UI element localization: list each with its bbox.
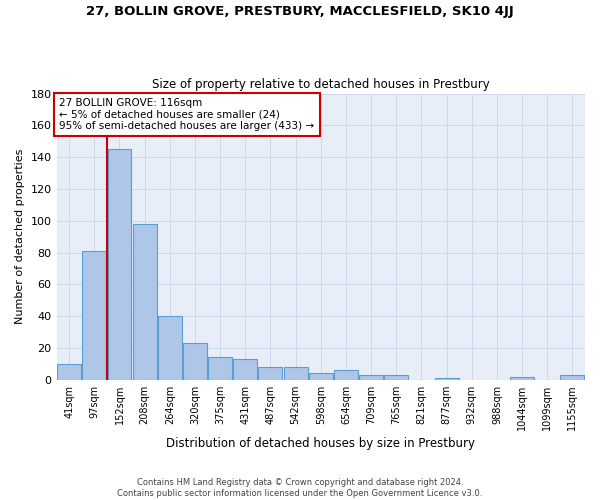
Bar — [309, 374, 333, 380]
Bar — [359, 375, 383, 380]
Title: Size of property relative to detached houses in Prestbury: Size of property relative to detached ho… — [152, 78, 490, 91]
Bar — [82, 251, 106, 380]
Y-axis label: Number of detached properties: Number of detached properties — [15, 149, 25, 324]
Bar — [158, 316, 182, 380]
Bar — [57, 364, 81, 380]
Text: 27 BOLLIN GROVE: 116sqm
← 5% of detached houses are smaller (24)
95% of semi-det: 27 BOLLIN GROVE: 116sqm ← 5% of detached… — [59, 98, 314, 131]
X-axis label: Distribution of detached houses by size in Prestbury: Distribution of detached houses by size … — [166, 437, 475, 450]
Bar — [107, 149, 131, 380]
Text: 27, BOLLIN GROVE, PRESTBURY, MACCLESFIELD, SK10 4JJ: 27, BOLLIN GROVE, PRESTBURY, MACCLESFIEL… — [86, 5, 514, 18]
Bar — [334, 370, 358, 380]
Bar — [284, 367, 308, 380]
Bar — [208, 358, 232, 380]
Bar — [510, 376, 534, 380]
Bar — [434, 378, 458, 380]
Bar — [133, 224, 157, 380]
Bar — [560, 375, 584, 380]
Bar — [385, 375, 408, 380]
Text: Contains HM Land Registry data © Crown copyright and database right 2024.
Contai: Contains HM Land Registry data © Crown c… — [118, 478, 482, 498]
Bar — [233, 359, 257, 380]
Bar — [183, 343, 207, 380]
Bar — [259, 367, 283, 380]
